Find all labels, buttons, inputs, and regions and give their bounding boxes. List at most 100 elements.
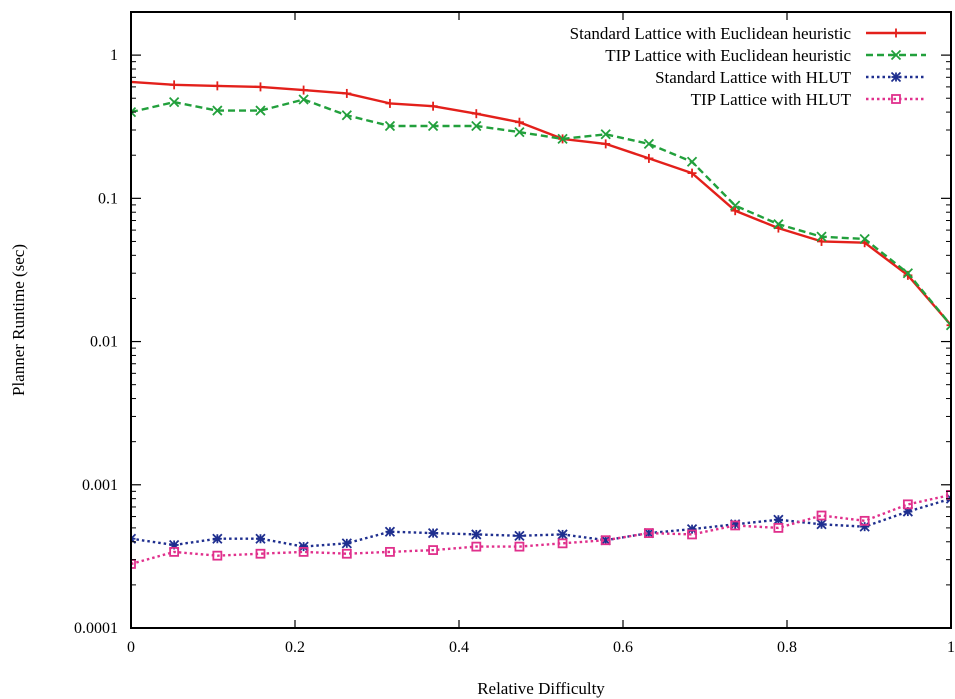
legend-item: Standard Lattice with Euclidean heuristi… — [570, 24, 926, 43]
legend-item: Standard Lattice with HLUT — [655, 68, 926, 87]
x-tick-label: 0.8 — [777, 639, 797, 656]
series-2-point — [298, 94, 309, 105]
series-4-point — [644, 528, 654, 538]
legend-label: TIP Lattice with HLUT — [691, 90, 852, 109]
y-tick-label: 0.1 — [98, 190, 118, 207]
series-4-point — [557, 538, 568, 549]
series-1-point — [131, 77, 136, 87]
legend-marker — [891, 28, 901, 38]
series-2-point — [384, 120, 396, 132]
y-tick-label: 0.001 — [82, 477, 118, 494]
series-1-point — [428, 101, 438, 111]
series-2-point — [212, 105, 223, 116]
plot-frame — [130, 11, 952, 629]
series-2-point — [773, 219, 784, 230]
series-4-point — [212, 550, 223, 561]
series-2-point — [730, 200, 741, 211]
legend-marker — [891, 94, 901, 104]
x-tick-label: 0 — [127, 639, 135, 656]
series-2-point — [341, 110, 352, 121]
series-3-point — [773, 514, 784, 525]
series-2-point — [816, 231, 827, 242]
series-1-point — [730, 206, 740, 216]
legend-label: Standard Lattice with Euclidean heuristi… — [570, 24, 852, 43]
series-4-point — [514, 541, 525, 552]
series-line-3 — [131, 497, 951, 548]
series-3-point — [427, 527, 439, 539]
series-1-point — [687, 168, 697, 178]
legend-marker — [890, 49, 902, 61]
series-4-point — [131, 559, 136, 569]
y-tick-label: 0.0001 — [74, 620, 118, 637]
series-4-point — [341, 548, 352, 559]
series-3-point — [212, 533, 223, 544]
series-line-4 — [131, 493, 951, 566]
series-1-point — [169, 80, 179, 90]
series-4-point — [730, 520, 741, 531]
series-4-point — [687, 529, 697, 540]
series-3-point — [471, 529, 482, 540]
series-4-point — [385, 546, 395, 557]
y-axis-title: Planner Runtime (sec) — [9, 244, 28, 396]
series-3-point — [557, 529, 568, 540]
legend-label: Standard Lattice with HLUT — [655, 68, 852, 87]
series-3-point — [686, 524, 698, 535]
series-1-point — [385, 98, 395, 108]
series-1-point — [644, 153, 654, 163]
y-tick-label: 1 — [110, 47, 118, 64]
series-4-point — [773, 522, 784, 533]
series-2-point — [131, 106, 137, 118]
legend-item: TIP Lattice with HLUT — [691, 90, 926, 109]
series-4-point — [600, 535, 611, 546]
series-2-point — [168, 96, 180, 108]
series-2-point — [643, 138, 655, 150]
series-1-point — [946, 320, 951, 330]
series-2-point — [557, 133, 568, 145]
series-4-point — [471, 541, 482, 552]
series-3-point — [341, 538, 352, 549]
series-2-point — [471, 120, 482, 132]
series-3-point — [514, 530, 525, 541]
series-2-point — [686, 156, 698, 167]
series-3-point — [384, 526, 396, 537]
series-2-point — [859, 233, 870, 245]
series-4-point — [859, 515, 870, 526]
series-4-point — [902, 499, 913, 510]
series-3-point — [255, 533, 266, 544]
series-3-point — [859, 521, 870, 532]
series-2-point — [255, 105, 266, 116]
y-tick-label: 0.01 — [90, 334, 118, 351]
series-2-point — [600, 129, 611, 140]
series-1-point — [817, 236, 827, 246]
series-1-point — [471, 109, 481, 119]
series-2-point — [902, 268, 914, 279]
axis-ticks: 0 0.2 0.4 0.6 0.8 1 0.0001 0.001 0.01 0.1 1 — [74, 11, 955, 656]
legend-label: TIP Lattice with Euclidean heuristic — [605, 46, 851, 65]
x-axis-title: Relative Difficulty — [477, 679, 605, 698]
series-1-point — [255, 82, 265, 92]
series-1-point — [514, 117, 524, 127]
series-1-point — [212, 81, 222, 91]
series-4-point — [298, 546, 309, 557]
series-4-point — [816, 510, 827, 521]
x-tick-label: 1 — [947, 639, 955, 656]
series-1-point — [342, 88, 352, 98]
series-3-point — [298, 541, 309, 552]
series-1-point — [299, 85, 309, 95]
x-tick-label: 0.4 — [449, 639, 469, 656]
series-1-point — [601, 139, 611, 149]
series-line-2 — [131, 98, 951, 326]
series-4-point — [946, 489, 951, 500]
series-4-point — [255, 548, 266, 559]
legend: Standard Lattice with Euclidean heuristi… — [570, 24, 926, 109]
series-line-1 — [131, 80, 951, 326]
series-3-point — [816, 519, 827, 530]
series-layer — [131, 77, 951, 569]
series-2-point — [945, 320, 951, 331]
series-2-point — [514, 126, 525, 138]
x-tick-label: 0.6 — [613, 639, 633, 656]
series-4-point — [169, 546, 180, 557]
series-4-point — [428, 545, 438, 555]
x-tick-label: 0.2 — [285, 639, 305, 656]
